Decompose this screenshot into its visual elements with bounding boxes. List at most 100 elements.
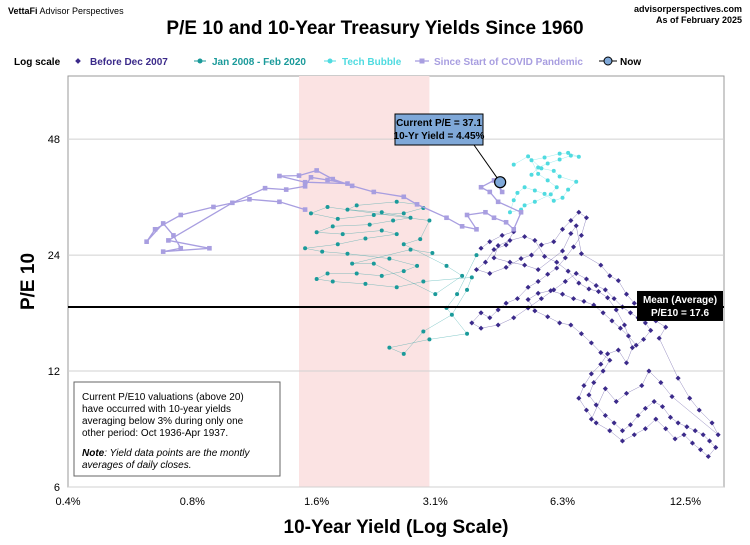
legend-item-now: Now bbox=[599, 56, 641, 68]
point-before bbox=[495, 307, 501, 313]
point-covid bbox=[207, 245, 212, 251]
point-gfc bbox=[408, 247, 413, 252]
point-gfc bbox=[401, 242, 406, 247]
point-tech bbox=[557, 157, 562, 162]
note-footnote: Note: Yield data points are the montly av… bbox=[82, 448, 251, 471]
point-before bbox=[667, 414, 674, 420]
point-before bbox=[511, 315, 517, 321]
point-before bbox=[545, 271, 551, 277]
point-before bbox=[478, 245, 484, 251]
point-before bbox=[491, 255, 497, 261]
point-before bbox=[482, 259, 489, 265]
now-callout-connector bbox=[473, 144, 501, 183]
point-before bbox=[487, 270, 493, 277]
point-before bbox=[591, 380, 597, 386]
as-of-date: As of February 2025 bbox=[655, 15, 742, 25]
point-gfc bbox=[415, 263, 420, 268]
point-tech bbox=[548, 192, 553, 197]
point-covid bbox=[491, 215, 497, 221]
point-before bbox=[525, 284, 531, 290]
point-gfc bbox=[444, 263, 449, 268]
point-gfc bbox=[363, 236, 368, 241]
legend-label-covid: Since Start of COVID Pandemic bbox=[434, 57, 583, 68]
point-before bbox=[642, 320, 648, 326]
point-covid bbox=[277, 173, 282, 179]
point-tech bbox=[515, 190, 520, 195]
series-line-before bbox=[471, 211, 719, 457]
point-covid bbox=[518, 209, 524, 215]
point-before bbox=[623, 291, 630, 297]
point-before bbox=[689, 440, 695, 446]
point-gfc bbox=[379, 210, 384, 215]
point-gfc bbox=[433, 292, 438, 297]
point-before bbox=[633, 342, 639, 348]
point-tech bbox=[542, 191, 547, 196]
point-before bbox=[696, 407, 702, 413]
point-before bbox=[535, 278, 541, 284]
point-gfc bbox=[325, 271, 330, 276]
point-before bbox=[593, 420, 599, 426]
point-gfc bbox=[387, 345, 392, 350]
point-gfc bbox=[350, 261, 355, 266]
point-before bbox=[487, 315, 493, 321]
point-gfc bbox=[335, 242, 340, 247]
point-covid bbox=[401, 194, 407, 200]
point-covid bbox=[302, 184, 308, 189]
note-text-line: other period: Oct 1936-Apr 1937. bbox=[82, 428, 228, 439]
point-covid bbox=[230, 200, 235, 206]
now-callout-line1: Current P/E = 37.1 bbox=[396, 118, 482, 129]
point-tech bbox=[539, 166, 544, 171]
x-tick-label: 12.5% bbox=[670, 496, 701, 508]
legend-label-gfc: Jan 2008 - Feb 2020 bbox=[212, 57, 306, 68]
point-tech bbox=[542, 155, 547, 160]
y-tick-label: 24 bbox=[48, 250, 60, 262]
point-before bbox=[593, 283, 599, 289]
point-covid bbox=[302, 207, 308, 212]
point-before bbox=[522, 234, 528, 240]
point-gfc bbox=[460, 273, 465, 278]
point-before bbox=[697, 447, 704, 453]
point-covid bbox=[296, 173, 302, 178]
brand: VettaFi Advisor Perspectives bbox=[8, 6, 124, 16]
point-before bbox=[623, 360, 630, 366]
point-gfc bbox=[371, 212, 376, 217]
point-before bbox=[598, 262, 604, 268]
point-tech bbox=[557, 151, 562, 156]
point-covid bbox=[487, 189, 493, 195]
site-url: advisorperspectives.com bbox=[633, 4, 742, 14]
point-gfc bbox=[354, 203, 359, 208]
point-before bbox=[571, 244, 577, 250]
point-before bbox=[507, 237, 513, 243]
point-before bbox=[713, 444, 719, 450]
point-tech bbox=[551, 198, 556, 203]
point-before bbox=[571, 296, 577, 302]
point-covid bbox=[483, 209, 488, 215]
point-covid bbox=[459, 224, 465, 229]
point-gfc bbox=[421, 329, 426, 334]
now-callout-box bbox=[394, 113, 484, 146]
point-gfc bbox=[308, 211, 313, 216]
point-gfc bbox=[335, 216, 340, 221]
point-before bbox=[600, 310, 606, 316]
point-gfc bbox=[303, 246, 308, 251]
point-tech bbox=[536, 165, 541, 170]
point-gfc bbox=[363, 281, 368, 286]
point-tech bbox=[554, 185, 559, 190]
point-covid bbox=[478, 184, 484, 190]
point-before bbox=[583, 407, 590, 413]
point-tech bbox=[522, 203, 527, 208]
point-gfc bbox=[418, 237, 423, 242]
point-before bbox=[611, 420, 617, 426]
point-before bbox=[532, 308, 538, 314]
point-before bbox=[658, 380, 664, 386]
point-before bbox=[581, 383, 587, 389]
point-covid bbox=[444, 215, 449, 221]
note-text-line: Current P/E10 valuations (above 20) bbox=[82, 392, 244, 403]
point-covid bbox=[314, 168, 319, 173]
point-gfc bbox=[455, 292, 460, 297]
point-gfc bbox=[401, 351, 406, 356]
point-tech bbox=[576, 154, 581, 159]
point-before bbox=[617, 325, 623, 331]
point-covid bbox=[178, 245, 184, 251]
point-tech bbox=[529, 172, 534, 177]
